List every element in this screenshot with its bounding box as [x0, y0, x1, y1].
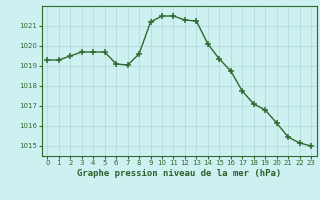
- X-axis label: Graphe pression niveau de la mer (hPa): Graphe pression niveau de la mer (hPa): [77, 169, 281, 178]
